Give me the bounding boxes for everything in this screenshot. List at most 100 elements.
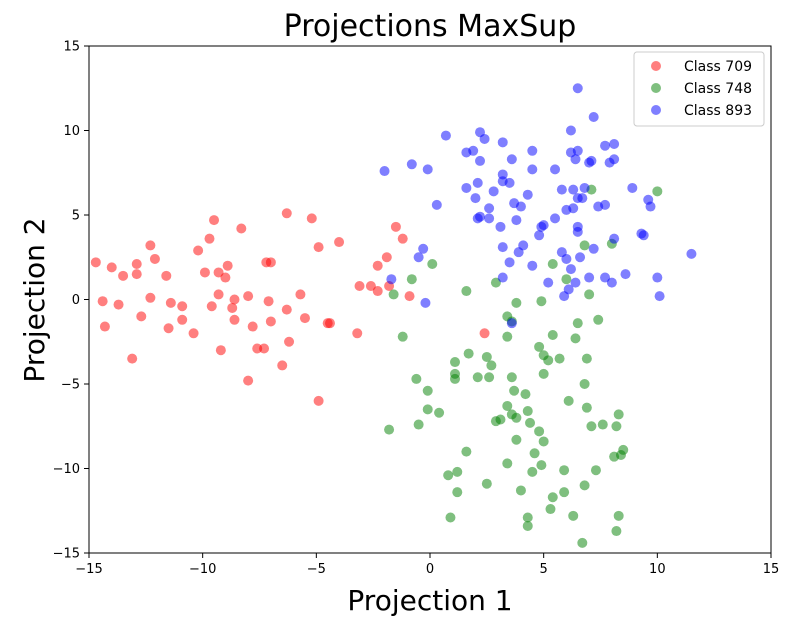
point-series-0-41 — [229, 314, 240, 325]
x-tick-label-4: 5 — [540, 562, 548, 577]
point-series-1-58 — [590, 465, 601, 476]
point-series-1-86 — [529, 448, 540, 459]
point-series-2-5 — [475, 155, 486, 166]
point-series-0-52 — [352, 328, 363, 339]
point-series-0-10 — [209, 215, 220, 226]
ticks-layer: −15 −10 −5 0 5 10 15 −15 −10 −5 0 5 10 15 — [53, 40, 780, 578]
point-series-1-64 — [577, 537, 588, 548]
point-series-0-31 — [136, 311, 147, 322]
point-series-0-3 — [131, 259, 142, 270]
point-series-0-23 — [372, 260, 383, 271]
point-series-2-82 — [511, 215, 522, 226]
point-series-0-26 — [365, 280, 376, 291]
point-series-0-59 — [127, 353, 138, 364]
point-series-1-5 — [422, 404, 433, 415]
point-series-2-74 — [422, 164, 433, 175]
point-series-2-67 — [638, 230, 649, 241]
point-series-2-7 — [506, 154, 517, 165]
point-series-1-49 — [581, 353, 592, 364]
point-series-0-8 — [193, 245, 204, 256]
point-series-2-80 — [475, 211, 486, 222]
point-series-1-70 — [613, 510, 624, 521]
point-series-1-34 — [527, 466, 538, 477]
point-series-1-74 — [452, 487, 463, 498]
y-axis-label: Projection 2 — [18, 217, 51, 382]
point-series-1-48 — [572, 318, 583, 329]
point-series-1-0 — [388, 289, 399, 300]
point-series-0-9 — [204, 233, 215, 244]
point-series-0-32 — [145, 292, 156, 303]
point-series-1-47 — [561, 274, 572, 285]
point-series-0-62 — [404, 291, 415, 302]
point-series-1-16 — [484, 372, 495, 383]
x-tick-label-2: −5 — [307, 562, 326, 577]
point-series-1-53 — [586, 421, 597, 432]
point-series-2-72 — [468, 145, 479, 156]
point-series-0-13 — [222, 260, 233, 271]
y-tick-label-4: 5 — [72, 209, 80, 224]
point-series-2-87 — [577, 193, 588, 204]
point-series-1-1 — [406, 274, 417, 285]
point-series-1-73 — [452, 466, 463, 477]
point-series-0-37 — [206, 301, 217, 312]
point-series-2-20 — [522, 189, 533, 200]
point-series-1-8 — [384, 424, 395, 435]
point-series-2-59 — [588, 243, 599, 254]
point-series-0-46 — [265, 316, 276, 327]
point-series-0-56 — [243, 375, 254, 386]
point-series-2-85 — [506, 318, 517, 329]
point-series-2-83 — [536, 221, 547, 232]
point-series-0-35 — [177, 301, 188, 312]
point-series-1-57 — [568, 510, 579, 521]
point-series-0-30 — [113, 299, 124, 310]
point-series-2-69 — [652, 272, 663, 283]
y-tick-label-5: 10 — [63, 124, 80, 139]
legend-marker-0 — [651, 61, 661, 71]
point-series-2-76 — [386, 274, 397, 285]
point-series-2-84 — [420, 297, 431, 308]
point-series-0-14 — [236, 223, 247, 234]
point-series-0-11 — [213, 267, 224, 278]
point-series-1-62 — [522, 512, 533, 523]
point-series-2-73 — [406, 159, 417, 170]
point-series-1-61 — [545, 504, 556, 515]
point-series-0-25 — [372, 286, 383, 297]
point-series-2-23 — [556, 184, 567, 195]
point-series-2-19 — [515, 201, 526, 212]
y-tick-label-6: 15 — [63, 40, 80, 55]
point-series-1-31 — [511, 434, 522, 445]
point-series-0-18 — [306, 213, 317, 224]
point-series-2-90 — [570, 154, 581, 165]
point-series-1-54 — [597, 419, 608, 430]
point-series-2-0 — [440, 130, 451, 141]
point-series-1-29 — [522, 406, 533, 417]
point-series-1-71 — [611, 526, 622, 537]
point-series-2-54 — [543, 277, 554, 288]
point-series-0-0 — [90, 257, 101, 268]
point-series-1-38 — [534, 341, 545, 352]
point-series-1-25 — [511, 412, 522, 423]
legend-box — [633, 51, 765, 127]
point-series-0-43 — [247, 321, 258, 332]
point-series-0-19 — [313, 242, 324, 253]
point-series-0-63 — [479, 328, 490, 339]
point-series-2-21 — [527, 164, 538, 175]
point-series-2-22 — [550, 164, 561, 175]
point-series-1-28 — [520, 389, 531, 400]
point-series-1-76 — [481, 478, 492, 489]
point-series-1-14 — [472, 372, 483, 383]
point-series-2-14 — [504, 177, 515, 188]
point-series-0-5 — [145, 240, 156, 251]
point-series-1-32 — [502, 458, 513, 469]
point-series-0-57 — [215, 345, 226, 356]
point-series-0-48 — [295, 289, 306, 300]
point-series-2-11 — [472, 177, 483, 188]
point-series-0-2 — [118, 270, 129, 281]
point-series-2-70 — [654, 291, 665, 302]
point-series-2-63 — [606, 277, 617, 288]
point-series-2-26 — [572, 145, 583, 156]
point-series-1-82 — [652, 186, 663, 197]
point-series-2-52 — [556, 247, 567, 258]
point-series-2-41 — [534, 230, 545, 241]
